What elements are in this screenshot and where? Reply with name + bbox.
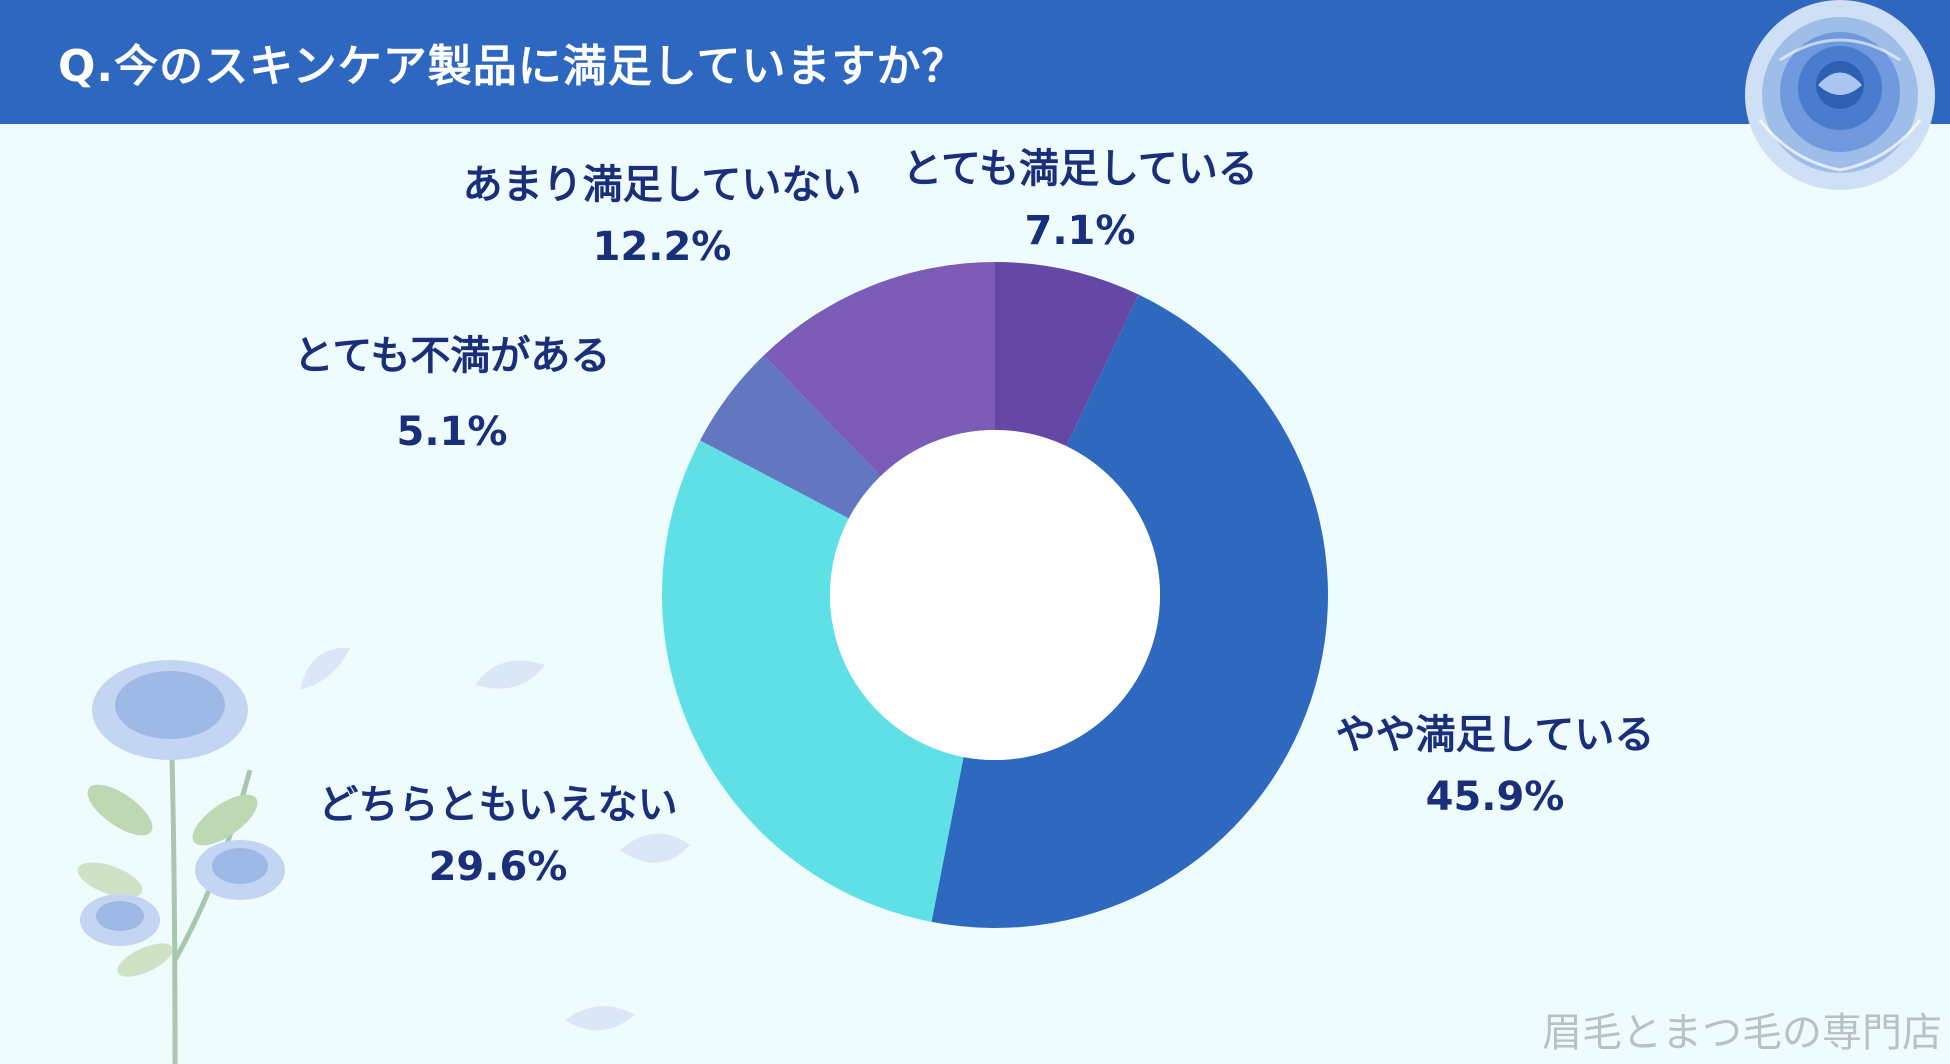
- slice-percent: 5.1%: [396, 409, 508, 455]
- donut-slice-3: [700, 355, 881, 519]
- slice-label: やや満足している: [1335, 712, 1655, 758]
- store-watermark: 眉毛とまつ毛の専門店: [1542, 1010, 1942, 1056]
- donut-slice-4: [763, 262, 995, 477]
- label-neutral: どちらともいえない 29.6%: [318, 774, 677, 898]
- petal-icon: [475, 660, 545, 689]
- donut-slice-0: [995, 262, 1139, 447]
- donut-slice-2: [661, 440, 964, 922]
- slice-label: とても不満がある: [293, 333, 611, 379]
- slice-percent: 45.9%: [1425, 774, 1565, 820]
- title-bar: Q.今のスキンケア製品に満足していますか？: [0, 0, 1950, 124]
- page-title: Q.今のスキンケア製品に満足していますか？: [58, 41, 967, 92]
- blue-rose-branch-icon: [77, 660, 285, 1064]
- petal-icon: [565, 1006, 635, 1031]
- petal-icon: [300, 647, 350, 690]
- petal-icon: [620, 833, 690, 863]
- donut-slice-1: [931, 294, 1328, 929]
- slice-percent: 29.6%: [428, 844, 568, 890]
- slice-label: どちらともいえない: [318, 782, 678, 828]
- label-very-dissatisfied: とても不満がある 5.1%: [294, 318, 611, 470]
- label-very-satisfied: とても満足している 7.1%: [902, 138, 1258, 262]
- label-somewhat-satisfied: やや満足している 45.9%: [1336, 704, 1655, 828]
- slice-percent: 7.1%: [1024, 208, 1136, 254]
- donut-hole: [830, 430, 1160, 760]
- label-not-very-satisfied: あまり満足していない 12.2%: [463, 154, 862, 278]
- blue-rose-icon: [1745, 0, 1935, 190]
- slice-label: とても満足している: [902, 146, 1258, 192]
- slice-percent: 12.2%: [592, 224, 732, 270]
- slice-label: あまり満足していない: [462, 162, 862, 208]
